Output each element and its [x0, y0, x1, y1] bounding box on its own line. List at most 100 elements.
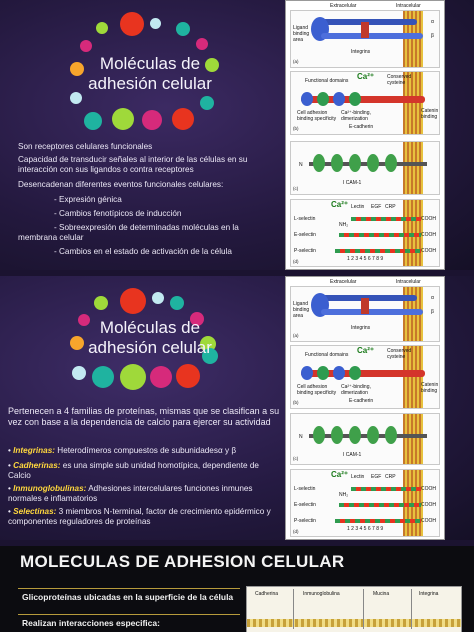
- family-item: • Inmunoglobulinas: Adhesiones intercelu…: [8, 484, 253, 503]
- label-crp: CRP: [385, 474, 396, 480]
- bubble: [70, 62, 84, 76]
- label-cell-adhesion: Cell adhesion binding specificity: [297, 110, 337, 122]
- membrane: [403, 142, 423, 194]
- label-ca: Ca²⁺: [331, 470, 349, 479]
- label-section-b: (b): [293, 400, 299, 405]
- label-section-a: (a): [293, 333, 299, 338]
- label-functional-domains: Functional domains: [305, 78, 349, 84]
- cadherin-domain: [317, 366, 329, 380]
- selectin-diagram: Ca²⁺ Lectin EGF CRP L-selectin E-selecti…: [290, 469, 440, 537]
- slide-1: Moléculas de adhesión celular Son recept…: [0, 0, 474, 270]
- integrin-stalk: [361, 298, 369, 314]
- family-name: Inmunoglobulinas:: [13, 484, 87, 493]
- icam-domain: [385, 154, 397, 172]
- slide-1-para-1: Son receptores celulares funcionales: [18, 142, 153, 151]
- divider: [18, 588, 240, 589]
- slide-3-line-2: Realizan interacciones especifica:: [22, 618, 160, 628]
- label-section-b: (b): [293, 126, 299, 131]
- integrin-beta-chain: [321, 33, 423, 39]
- label-nh2: NH₂: [339, 222, 349, 228]
- label-alpha: α: [431, 295, 434, 301]
- slide-2: Moléculas de adhesión celular Pertenecen…: [0, 276, 474, 540]
- icam-domain: [367, 426, 379, 444]
- bubble: [200, 96, 214, 110]
- bubble: [70, 336, 84, 350]
- family-item: • Cadherinas: es una simple sub unidad h…: [8, 461, 259, 480]
- slide-1-para-3: Desencadenan diferentes eventos funciona…: [18, 180, 224, 189]
- bubble: [72, 366, 86, 380]
- slide-1-title: Moléculas de adhesión celular: [80, 54, 220, 94]
- divider: [18, 614, 240, 615]
- bubble: [176, 22, 190, 36]
- label-ca-binding: Ca²⁺-binding, dimerization: [341, 384, 371, 396]
- label-cooh: COOH: [421, 502, 436, 508]
- label-crp: CRP: [385, 204, 396, 210]
- column-label: Cadherina: [255, 591, 279, 597]
- icam-diagram: N I CAM-1 (c): [290, 141, 440, 195]
- cadherin-domain: [301, 366, 313, 380]
- icam-domain: [313, 426, 325, 444]
- bubble: [78, 314, 90, 326]
- cadherin-domain: [333, 366, 345, 380]
- label-intracelular: Intracelular: [396, 3, 421, 9]
- label-eselectin: E-selectin: [294, 502, 316, 508]
- slide-2-intro: Pertenecen a 4 familias de proteínas, mi…: [8, 406, 280, 427]
- bubble: [120, 364, 146, 390]
- adhesion-diagram: Extracelular Intracelular Ligand binding…: [285, 0, 445, 270]
- bubble: [172, 108, 194, 130]
- selectin-chain: [335, 249, 421, 253]
- slide-1-item: - Sobreexpresión de determinadas molécul…: [18, 223, 239, 242]
- label-section-d: (d): [293, 259, 299, 264]
- label-section-a: (a): [293, 59, 299, 64]
- bubble: [152, 292, 164, 304]
- label-n: N: [299, 434, 303, 440]
- icam-domain: [331, 426, 343, 444]
- slide-3-line-1: Glicoproteínas ubicadas en la superficie…: [22, 592, 234, 602]
- label-beta: β: [431, 309, 434, 315]
- label-beta: β: [431, 33, 434, 39]
- bubble: [94, 296, 108, 310]
- label-n: N: [299, 162, 303, 168]
- integrin-stalk: [361, 22, 369, 38]
- title-line-2: adhesión celular: [88, 338, 212, 357]
- bubble: [80, 40, 92, 52]
- label-cooh: COOH: [421, 518, 436, 524]
- membrane: [403, 11, 423, 67]
- family-desc: 3 miembros N-terminal, factor de crecimi…: [8, 507, 271, 526]
- slide-1-para-2: Capacidad de transducir señales al inter…: [18, 155, 248, 174]
- slide-2-title: Moléculas de adhesión celular: [80, 318, 220, 358]
- bubble: [150, 366, 172, 388]
- label-icam: I CAM-1: [343, 180, 362, 186]
- title-line-1: Moléculas de: [99, 318, 201, 337]
- selectin-chain: [335, 519, 421, 523]
- label-lselectin: L-selectin: [294, 486, 316, 492]
- cadherin-domain: [301, 92, 313, 106]
- label-functional-domains: Functional domains: [305, 352, 349, 358]
- cadherin-diagram: Functional domains Ca²⁺ Conserved cystei…: [290, 71, 440, 135]
- cadherin-chain: [301, 370, 425, 377]
- label-cooh: COOH: [421, 486, 436, 492]
- label-ca: Ca²⁺: [357, 346, 375, 355]
- label-cell-adhesion: Cell adhesion binding specificity: [297, 384, 337, 396]
- column-label: Mucina: [373, 591, 390, 597]
- cadherin-domain: [349, 92, 361, 106]
- label-cooh: COOH: [421, 232, 436, 238]
- family-name: Cadherinas:: [13, 461, 61, 470]
- bubble: [176, 364, 200, 388]
- label-cooh: COOH: [421, 248, 436, 254]
- membrane: [403, 72, 423, 134]
- label-ca: Ca²⁺: [331, 200, 349, 209]
- selectin-chain: [351, 487, 421, 491]
- label-ca: Ca²⁺: [357, 72, 375, 81]
- integrin-beta-chain: [321, 309, 423, 315]
- bubble: [196, 38, 208, 50]
- label-pselectin: P-selectin: [294, 518, 316, 524]
- membrane: [403, 414, 423, 464]
- column-label: Integrina: [419, 591, 439, 597]
- label-integrins: Integrins: [351, 325, 371, 331]
- label-section-c: (c): [293, 186, 299, 191]
- label-alpha: α: [431, 19, 434, 25]
- icam-domain: [331, 154, 343, 172]
- bubble: [170, 296, 184, 310]
- icam-domain: [349, 154, 361, 172]
